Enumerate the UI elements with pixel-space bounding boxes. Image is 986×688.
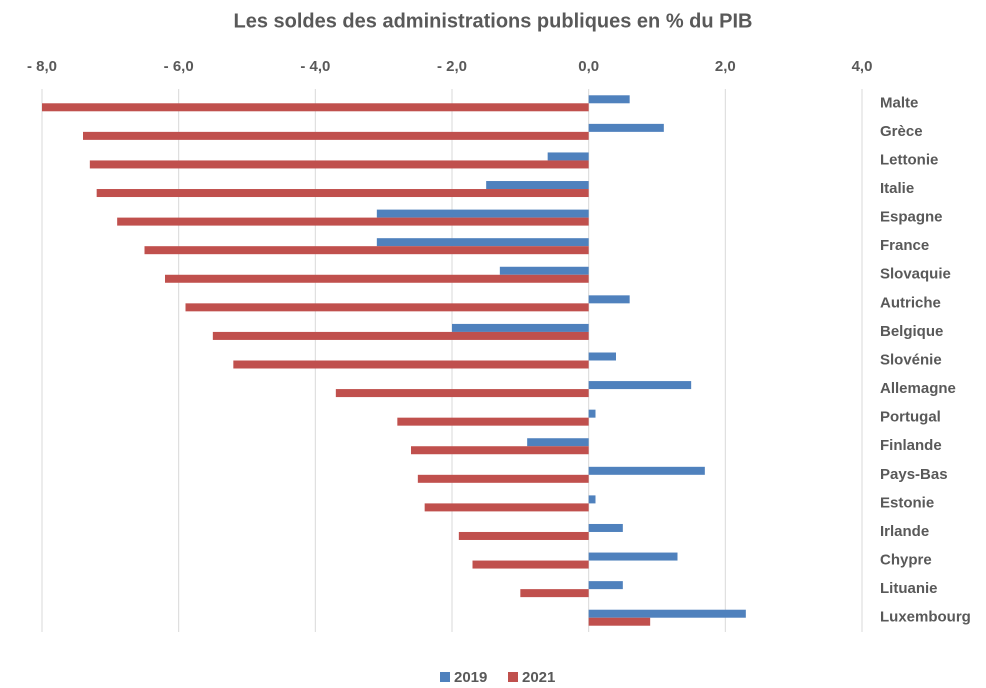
legend-label: 2021 [522,669,555,686]
bar [185,303,589,312]
legend-label: 2019 [454,669,487,686]
bar [335,389,589,398]
bar [588,352,616,361]
bar [588,581,623,590]
category-label: Pays-Bas [880,466,948,483]
chart-title: Les soldes des administrations publiques… [234,10,753,32]
category-label: Slovénie [880,351,942,368]
category-label: Portugal [880,409,941,426]
category-label: Autriche [880,294,941,311]
category-label: Espagne [880,209,943,226]
category-label: Chypre [880,552,932,569]
bar [588,495,596,504]
bar [588,95,630,104]
x-tick-label: 2,0 [715,58,736,75]
bar [588,466,705,475]
bar [424,503,589,512]
bar [588,523,623,532]
x-tick-label: 0,0 [578,58,599,75]
category-label: Irlande [880,523,929,540]
category-label: Lettonie [880,151,938,168]
bar [452,323,589,332]
x-tick-label: - 2,0 [437,58,467,75]
bar [486,181,589,190]
bar [499,266,589,275]
bar [588,609,746,618]
bar [527,438,589,447]
category-label: Slovaquie [880,266,951,283]
x-tick-label: 4,0 [852,58,873,75]
bar [212,331,589,340]
bar [165,274,589,283]
bar [411,446,589,455]
bar [144,246,589,255]
x-tick-label: - 6,0 [164,58,194,75]
category-label: Finlande [880,437,942,454]
bar [233,360,589,369]
bar [588,123,664,132]
x-tick-label: - 8,0 [27,58,57,75]
bar [376,238,589,247]
bar [547,152,589,161]
legend-swatch [508,672,518,682]
bar [588,381,692,390]
bar [588,409,596,418]
bar [588,552,678,561]
bar [588,617,651,626]
bar [89,160,589,169]
bar [83,131,589,140]
category-label: Luxembourg [880,609,971,626]
category-label: Malte [880,94,918,111]
category-label: Italie [880,180,914,197]
x-tick-label: - 4,0 [300,58,330,75]
bar [417,474,589,483]
category-label: Grèce [880,123,923,140]
category-label: Lituanie [880,580,938,597]
bar [458,531,589,540]
category-label: Estonie [880,494,934,511]
bar [117,217,589,226]
bar [588,295,630,304]
legend-swatch [440,672,450,682]
category-label: Belgique [880,323,943,340]
bar [520,589,589,598]
bar [472,560,589,569]
bar [42,103,589,112]
category-label: France [880,237,929,254]
bar [397,417,589,426]
bar [376,209,589,218]
category-label: Allemagne [880,380,956,397]
bar [96,189,589,198]
